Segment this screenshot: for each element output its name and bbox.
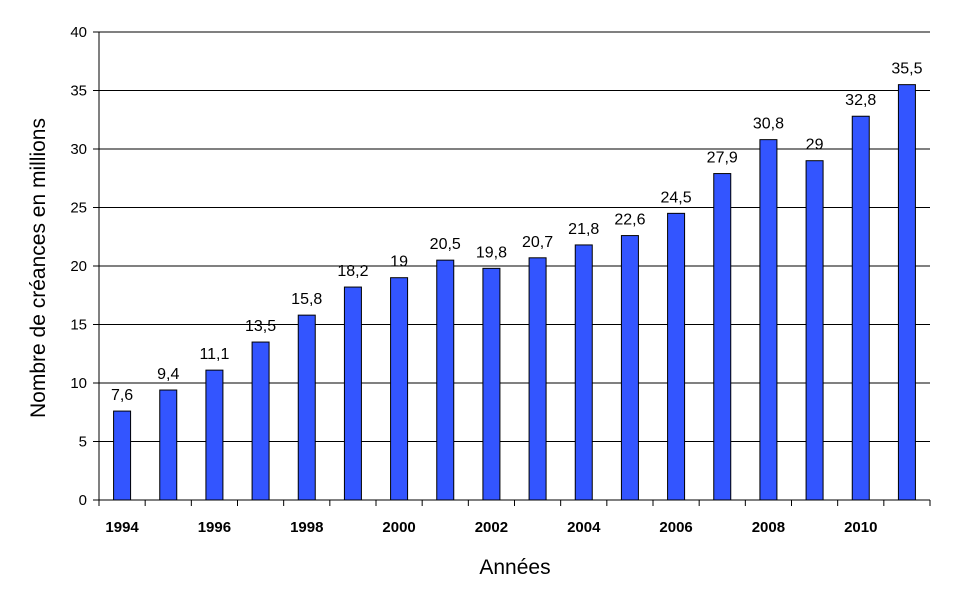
x-tick-label: 1998 <box>290 519 323 536</box>
y-tick-label: 20 <box>70 258 87 275</box>
bar-1998 <box>297 314 316 501</box>
x-tick-label: 2004 <box>567 519 601 536</box>
bar-2003 <box>528 257 547 501</box>
bar-2000 <box>390 277 409 501</box>
x-tick-label: 2000 <box>382 519 415 536</box>
y-tick-label: 30 <box>70 141 87 158</box>
bar-1996 <box>205 369 224 501</box>
bar-2008 <box>759 139 778 501</box>
bar-2006 <box>667 212 686 501</box>
x-tick-label: 2002 <box>475 519 508 536</box>
bar-2001 <box>436 259 455 501</box>
bar-2010 <box>851 115 870 501</box>
data-label-2009: 29 <box>806 137 824 154</box>
y-tick-label: 5 <box>79 434 87 451</box>
bar-2002 <box>482 267 501 501</box>
data-label-2011: 35,5 <box>891 61 922 78</box>
gridlines <box>99 31 930 442</box>
y-axis-title: Nombre de créances en millions <box>27 118 50 418</box>
bar-2011 <box>897 84 916 501</box>
y-tick-label: 35 <box>70 83 87 100</box>
bar-2004 <box>574 244 593 501</box>
y-tick-label: 0 <box>79 492 87 509</box>
data-label-1994: 7,6 <box>111 387 133 404</box>
y-tick-label: 25 <box>70 200 87 217</box>
y-tick-label: 40 <box>70 24 87 41</box>
x-tick-label: 2008 <box>752 519 785 536</box>
bar-1999 <box>343 286 362 501</box>
data-label-2010: 32,8 <box>845 92 876 109</box>
data-label-2007: 27,9 <box>707 150 738 167</box>
data-label-2004: 21,8 <box>568 221 599 238</box>
data-label-2005: 22,6 <box>614 212 645 229</box>
data-label-1995: 9,4 <box>157 366 179 383</box>
bar-2007 <box>713 173 732 501</box>
bar-2005 <box>620 235 639 501</box>
x-tick-labels: 1994 1996 1998 2000 2002 2004 2006 2008 2010 <box>105 519 877 536</box>
bar-1994 <box>113 410 132 501</box>
data-label-2003: 20,7 <box>522 234 553 251</box>
bar-1995 <box>159 389 178 501</box>
data-label-2000: 19 <box>390 254 408 271</box>
x-tick-label: 1994 <box>105 519 139 536</box>
data-label-1996: 11,1 <box>199 346 229 363</box>
data-label-1999: 18,2 <box>337 263 368 280</box>
data-label-2001: 20,5 <box>430 236 461 253</box>
axes <box>93 31 931 506</box>
x-axis-title: Années <box>479 556 550 579</box>
x-tick-label: 1996 <box>198 519 231 536</box>
data-label-1998: 15,8 <box>291 291 322 308</box>
y-tick-labels: 0 5 10 15 20 25 30 35 40 <box>70 24 87 509</box>
x-tick-label: 2010 <box>844 519 877 536</box>
data-labels: 7,6 9,4 11,1 13,5 15,8 18,2 19 20,5 19,8 20,7 21,8… <box>111 61 923 404</box>
bars <box>113 84 916 501</box>
bar-1997 <box>251 341 270 501</box>
y-tick-label: 10 <box>70 375 87 392</box>
data-label-2006: 24,5 <box>661 189 692 206</box>
data-label-2008: 30,8 <box>753 116 784 133</box>
data-label-1997: 13,5 <box>245 318 276 335</box>
data-label-2002: 19,8 <box>476 244 507 261</box>
y-tick-label: 15 <box>70 317 87 334</box>
x-tick-label: 2006 <box>659 519 692 536</box>
bar-2009 <box>805 160 824 501</box>
